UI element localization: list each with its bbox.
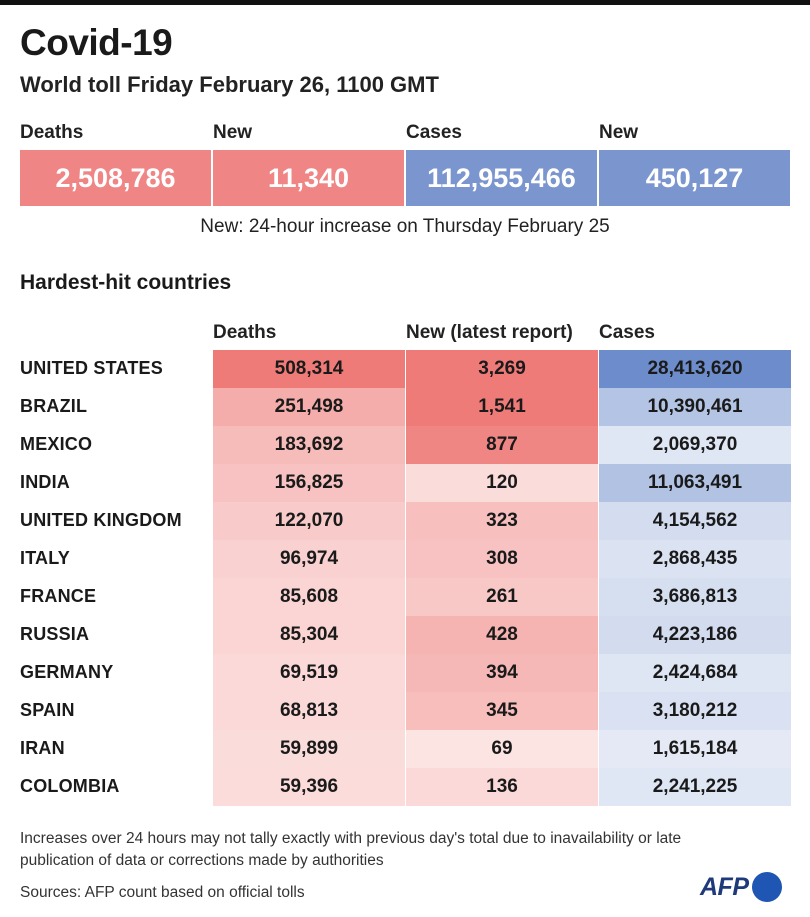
logo-dot-icon	[751, 872, 782, 902]
column-header-new: New (latest report)	[406, 322, 573, 343]
footnote: Increases over 24 hours may not tally ex…	[20, 830, 682, 869]
country-label: COLOMBIA	[20, 776, 120, 796]
table-cell-new: 3,269	[406, 350, 598, 388]
table-cell-cases: 2,069,370	[599, 426, 791, 464]
section-title: Hardest-hit countries	[20, 271, 232, 294]
table-cell-cases: 2,241,225	[599, 768, 791, 806]
table-cell-deaths: 508,314	[213, 350, 405, 388]
logo-text: AFP	[700, 872, 749, 901]
table-cell-deaths: 68,813	[213, 692, 405, 730]
country-label: ITALY	[20, 548, 71, 568]
table-cell-deaths: 59,899	[213, 730, 405, 768]
table-cell-cases: 4,154,562	[599, 502, 791, 540]
table-cell-cases: 10,390,461	[599, 388, 791, 426]
summary-value-new-cases: 450,127	[599, 150, 790, 206]
table-cell-deaths: 59,396	[213, 768, 405, 806]
country-label: INDIA	[20, 472, 70, 492]
summary-note: New: 24-hour increase on Thursday Februa…	[200, 216, 610, 237]
table-cell-deaths: 69,519	[213, 654, 405, 692]
table-cell-new: 69	[406, 730, 598, 768]
table-cell-new: 345	[406, 692, 598, 730]
page-subtitle: World toll Friday February 26, 1100 GMT	[20, 72, 439, 97]
table-cell-new: 428	[406, 616, 598, 654]
table-cell-cases: 3,686,813	[599, 578, 791, 616]
table-cell-cases: 4,223,186	[599, 616, 791, 654]
country-label: MEXICO	[20, 434, 93, 454]
summary-value-cases: 112,955,466	[406, 150, 597, 206]
table-cell-new: 1,541	[406, 388, 598, 426]
table-cell-cases: 28,413,620	[599, 350, 791, 388]
country-label: FRANCE	[20, 586, 97, 606]
table-cell-cases: 2,868,435	[599, 540, 791, 578]
summary-label-new-cases: New	[599, 122, 639, 143]
country-label: RUSSIA	[20, 624, 90, 644]
summary-value-deaths: 2,508,786	[20, 150, 211, 206]
source-note: Sources: AFP count based on official tol…	[20, 884, 305, 901]
table-cell-new: 877	[406, 426, 598, 464]
table-cell-deaths: 156,825	[213, 464, 405, 502]
country-label: SPAIN	[20, 700, 75, 720]
table-cell-deaths: 85,304	[213, 616, 405, 654]
column-header-deaths: Deaths	[213, 322, 277, 343]
summary-value-new-deaths: 11,340	[213, 150, 404, 206]
country-label: GERMANY	[20, 662, 114, 682]
table-cell-deaths: 183,692	[213, 426, 405, 464]
country-label: UNITED KINGDOM	[20, 510, 182, 530]
table-cell-cases: 3,180,212	[599, 692, 791, 730]
column-header-cases: Cases	[599, 322, 655, 343]
table-cell-deaths: 122,070	[213, 502, 405, 540]
table-cell-new: 323	[406, 502, 598, 540]
top-rule	[0, 0, 810, 5]
table-cell-new: 394	[406, 654, 598, 692]
afp-logo: AFP	[700, 872, 782, 902]
table-cell-cases: 1,615,184	[599, 730, 791, 768]
table-cell-deaths: 85,608	[213, 578, 405, 616]
table-cell-cases: 2,424,684	[599, 654, 791, 692]
table-cell-deaths: 251,498	[213, 388, 405, 426]
summary-label-new-deaths: New	[213, 122, 253, 143]
summary-label-cases: Cases	[406, 122, 462, 143]
country-label: IRAN	[20, 738, 65, 758]
country-label: UNITED STATES	[20, 358, 163, 378]
summary-label-deaths: Deaths	[20, 122, 84, 143]
country-label: BRAZIL	[20, 396, 88, 416]
table-cell-new: 308	[406, 540, 598, 578]
table-cell-new: 261	[406, 578, 598, 616]
table-cell-deaths: 96,974	[213, 540, 405, 578]
table-cell-new: 136	[406, 768, 598, 806]
table-cell-new: 120	[406, 464, 598, 502]
page-title: Covid-19	[20, 22, 173, 63]
table-cell-cases: 11,063,491	[599, 464, 791, 502]
